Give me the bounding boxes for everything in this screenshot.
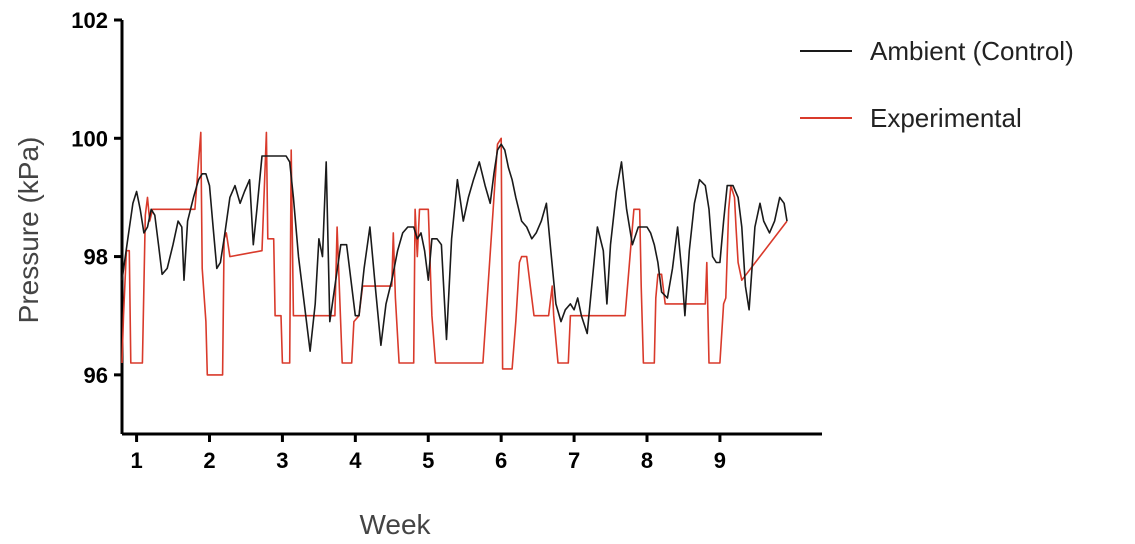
legend-label-experimental: Experimental bbox=[870, 103, 1022, 133]
x-tick-label: 5 bbox=[422, 448, 434, 473]
x-tick-label: 9 bbox=[714, 448, 726, 473]
axes bbox=[120, 20, 822, 436]
x-ticks: 1 2 3 4 5 6 7 8 9 bbox=[130, 434, 726, 473]
series-line-experimental bbox=[121, 131, 788, 376]
y-ticks: 96 98 100 102 bbox=[71, 8, 122, 388]
y-tick-label: 96 bbox=[84, 363, 108, 388]
x-tick-label: 6 bbox=[495, 448, 507, 473]
legend-label-ambient: Ambient (Control) bbox=[870, 36, 1074, 66]
x-tick-label: 7 bbox=[568, 448, 580, 473]
legend: Ambient (Control) Experimental bbox=[800, 36, 1074, 133]
x-tick-label: 2 bbox=[203, 448, 215, 473]
y-tick-label: 100 bbox=[71, 126, 108, 151]
y-tick-label: 98 bbox=[84, 245, 108, 270]
series-layer bbox=[121, 131, 788, 376]
y-tick-label: 102 bbox=[71, 8, 108, 33]
series-line-ambient bbox=[121, 143, 788, 352]
x-tick-label: 8 bbox=[641, 448, 653, 473]
y-axis-title: Pressure (kPa) bbox=[13, 137, 44, 324]
x-tick-label: 3 bbox=[276, 448, 288, 473]
x-tick-label: 4 bbox=[349, 448, 362, 473]
x-tick-label: 1 bbox=[130, 448, 142, 473]
x-axis-title: Week bbox=[359, 509, 431, 540]
